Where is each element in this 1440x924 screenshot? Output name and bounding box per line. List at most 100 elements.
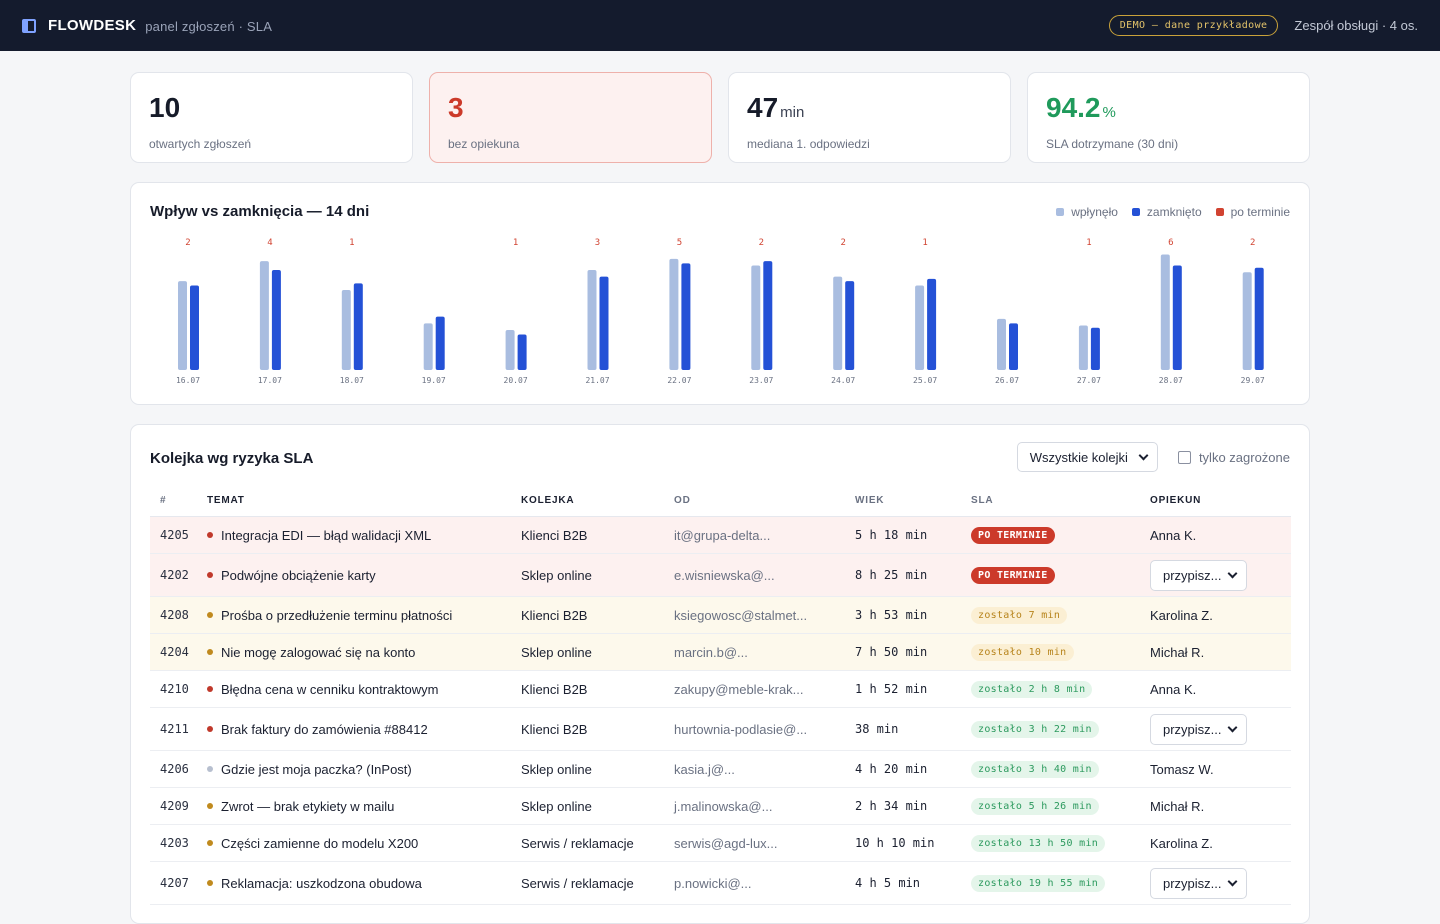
ticket-topic[interactable]: Reklamacja: uszkodzona obudowa [207,876,521,891]
kpi-row: 10 otwartych zgłoszeń 3 bez opiekuna 47 m… [130,72,1310,163]
bar-incoming [915,285,925,370]
kpi-median-first-response: 47 min mediana 1. odpowiedzi [728,72,1011,163]
table-row[interactable]: 4203 Części zamienne do modelu X200 Serwis… [150,825,1291,862]
legend-swatch-icon [1056,208,1065,216]
ticket-from: ksiegowosc@stalmet... [674,607,808,623]
column-header-id[interactable]: # [160,495,167,506]
sla-badge: PO TERMINIE [971,567,1055,584]
kpi-label: mediana 1. odpowiedzi [747,137,870,151]
ticket-from: j.malinowska@... [674,798,773,814]
assign-owner-select[interactable]: przypisz... [1150,867,1247,899]
bar-incoming [423,323,433,370]
kpi-label: bez opiekuna [448,137,520,151]
ticket-topic[interactable]: Integracja EDI — błąd walidacji XML [207,528,521,543]
bar-closed [271,270,281,370]
x-tick-label: 23.07 [749,376,773,385]
ticket-topic[interactable]: Gdzie jest moja paczka? (InPost) [207,762,521,777]
ticket-topic[interactable]: Prośba o przedłużenie terminu płatności [207,608,521,623]
table-row[interactable]: 4210 Błędna cena w cenniku kontraktowym Kl… [150,671,1291,708]
queue-filter-value: Wszystkie kolejki [1029,449,1128,465]
ticket-queue: Klienci B2B [521,721,588,737]
table-row[interactable]: 4202 Podwójne obciążenie karty Sklep onlin… [150,554,1291,597]
table-row[interactable]: 4204 Nie mogę zalogować się na konto Sklep… [150,634,1291,671]
priority-dot-icon [207,572,213,578]
ticket-from: kasia.j@... [674,761,735,777]
priority-dot-icon [207,766,213,772]
column-header-owner[interactable]: OPIEKUN [1150,495,1202,506]
column-header-sla[interactable]: SLA [971,495,994,506]
queue-controls: Wszystkie kolejki tylko zagrożone [1016,442,1290,472]
ticket-topic[interactable]: Podwójne obciążenie karty [207,568,521,583]
chevron-down-icon [1227,722,1238,732]
bar-closed [435,316,445,370]
queue-title: Kolejka wg ryzyka SLA [150,450,314,467]
ticket-from: it@grupa-delta... [674,527,771,543]
sla-badge: zostało 10 min [971,644,1074,661]
ticket-from: serwis@agd-lux... [674,835,778,851]
ticket-id: 4204 [160,645,189,659]
ticket-from: marcin.b@... [674,644,748,660]
column-header-age[interactable]: WIEK [855,495,885,506]
bar-closed [763,261,773,370]
ticket-owner: przypisz... [1150,559,1291,591]
ticket-topic[interactable]: Nie mogę zalogować się na konto [207,645,521,660]
ticket-queue: Klienci B2B [521,527,588,543]
table-row[interactable]: 4207 Reklamacja: uszkodzona obudowa Serwis… [150,862,1291,905]
ticket-topic[interactable]: Błędna cena w cenniku kontraktowym [207,682,521,697]
ticket-id: 4203 [160,836,189,850]
bar-closed [681,263,691,370]
ticket-topic[interactable]: Zwrot — brak etykiety w mailu [207,799,521,814]
ticket-topic[interactable]: Brak faktury do zamówienia #88412 [207,722,521,737]
chevron-down-icon [1227,568,1238,578]
queue-filter-select[interactable]: Wszystkie kolejki [1016,442,1158,472]
ticket-age: 10 h 10 min [855,836,935,850]
ticket-sla: zostało 5 h 26 min [971,797,1150,815]
table-header: # TEMAT KOLEJKA OD WIEK SLA OPIEKUN [150,485,1291,517]
only-at-risk-label: tylko zagrożone [1198,449,1290,465]
table-row[interactable]: 4208 Prośba o przedłużenie terminu płatno… [150,597,1291,634]
assign-owner-select[interactable]: przypisz... [1150,713,1247,745]
ticket-id: 4205 [160,528,189,542]
table-row[interactable]: 4206 Gdzie jest moja paczka? (InPost) Skle… [150,751,1291,788]
kpi-open-tickets: 10 otwartych zgłoszeń [130,72,413,163]
sla-badge: zostało 5 h 26 min [971,798,1099,815]
overdue-label: 1 [349,238,354,248]
overdue-label: 1 [513,238,518,248]
ticket-sla: zostało 19 h 55 min [971,874,1150,892]
column-header-from[interactable]: OD [674,495,691,506]
owner-name: Karolina Z. [1150,835,1213,851]
column-header-topic[interactable]: TEMAT [207,495,245,506]
team-info: Zespół obsługi · 4 os. [1294,18,1418,33]
bar-closed [927,278,937,370]
x-tick-label: 29.07 [1241,376,1265,385]
sla-badge: zostało 3 h 40 min [971,761,1099,778]
ticket-age: 5 h 18 min [855,528,928,542]
ticket-topic[interactable]: Części zamienne do modelu X200 [207,836,521,851]
assign-owner-value: przypisz... [1163,721,1222,737]
table-row[interactable]: 4211 Brak faktury do zamówienia #88412 Kli… [150,708,1291,751]
x-tick-label: 20.07 [504,376,528,385]
demo-badge: DEMO — dane przykładowe [1108,15,1279,36]
table-row[interactable]: 4205 Integracja EDI — błąd walidacji XML K… [150,517,1291,554]
ticket-id: 4210 [160,682,189,696]
sla-badge: zostało 3 h 22 min [971,721,1099,738]
bar-incoming [587,270,597,370]
table-row[interactable]: 4209 Zwrot — brak etykiety w mailu Sklep o… [150,788,1291,825]
ticket-sla: PO TERMINIE [971,566,1150,584]
x-tick-label: 18.07 [340,376,364,385]
ticket-topic-text: Zwrot — brak etykiety w mailu [221,798,395,814]
only-at-risk-toggle[interactable]: tylko zagrożone [1177,449,1290,465]
ticket-id: 4202 [160,568,189,582]
ticket-age: 4 h 20 min [855,762,928,776]
column-header-queue[interactable]: KOLEJKA [521,495,575,506]
ticket-age: 2 h 34 min [855,799,928,813]
assign-owner-select[interactable]: przypisz... [1150,559,1247,591]
only-at-risk-checkbox[interactable] [1177,450,1191,464]
kpi-value: 94.2% [1046,92,1116,123]
ticket-topic-text: Błędna cena w cenniku kontraktowym [221,681,439,697]
bar-incoming [1078,325,1088,370]
owner-name: Tomasz W. [1150,761,1214,777]
bar-incoming [751,265,761,370]
priority-dot-icon [207,840,213,846]
bar-incoming [341,290,351,370]
